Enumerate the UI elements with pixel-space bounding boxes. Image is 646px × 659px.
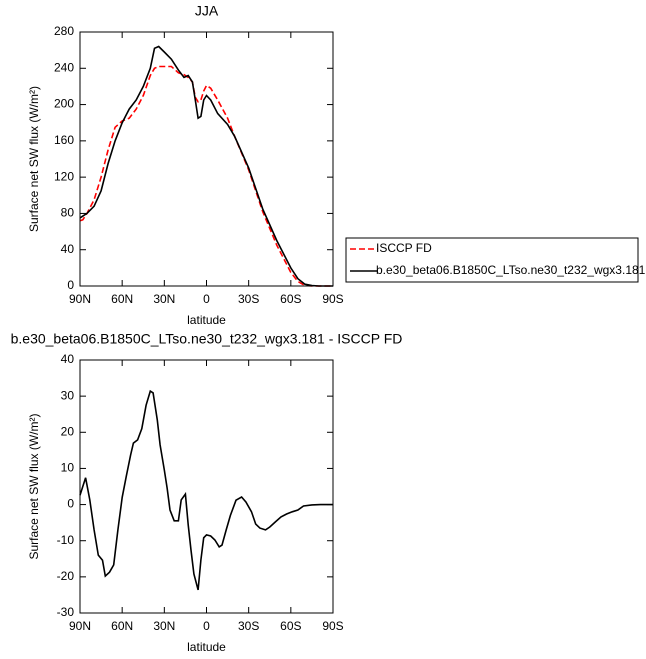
y-axis-label: Surface net SW flux (W/m²) [27,413,41,559]
x-tick-label: 30S [238,619,259,633]
data-line [79,389,333,591]
y-tick-label: 0 [67,278,74,292]
x-axis-label: latitude [187,313,226,327]
legend-label: ISCCP FD [376,241,432,255]
x-tick-label: 90S [322,292,343,306]
y-tick-label: 20 [61,424,75,438]
y-tick-label: -30 [57,605,75,619]
y-tick-label: 200 [54,97,74,111]
x-tick-label: 30N [153,619,175,633]
y-tick-label: 80 [61,206,75,220]
data-line [79,45,333,287]
x-tick-label: 0 [203,619,210,633]
y-tick-label: 0 [67,497,74,511]
x-tick-label: 60S [280,292,301,306]
y-tick-label: 280 [54,24,74,38]
x-tick-label: 90N [69,292,91,306]
y-tick-label: 10 [61,461,75,475]
y-tick-label: 30 [61,388,75,402]
legend-label: b.e30_beta06.B1850C_LTso.ne30_t232_wgx3.… [376,263,646,277]
y-tick-label: 120 [54,169,74,183]
plot-frame [79,31,334,287]
x-tick-label: 30N [153,292,175,306]
y-tick-label: 40 [61,352,75,366]
x-tick-label: 60S [280,619,301,633]
x-tick-label: 90S [322,619,343,633]
y-tick-label: 240 [54,60,74,74]
y-tick-label: 160 [54,133,74,147]
legend-box [345,237,639,283]
chart-title: b.e30_beta06.B1850C_LTso.ne30_t232_wgx3.… [11,331,403,347]
y-tick-label: 40 [61,242,75,256]
x-tick-label: 60N [111,619,133,633]
y-tick-label: -10 [57,533,75,547]
x-tick-label: 90N [69,619,91,633]
plot-frame [79,359,334,614]
x-axis-label: latitude [187,640,226,654]
x-tick-label: 30S [238,292,259,306]
x-tick-label: 0 [203,292,210,306]
data-line [79,65,333,287]
y-tick-label: -20 [57,569,75,583]
x-tick-label: 60N [111,292,133,306]
y-axis-label: Surface net SW flux (W/m²) [27,86,41,232]
chart-title: JJA [195,3,219,19]
